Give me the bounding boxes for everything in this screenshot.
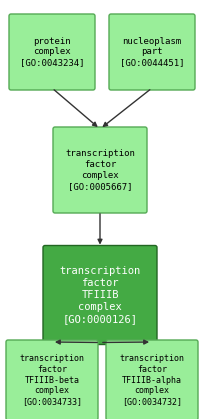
- Text: nucleoplasm
part
[GO:0044451]: nucleoplasm part [GO:0044451]: [120, 37, 184, 67]
- Text: protein
complex
[GO:0043234]: protein complex [GO:0043234]: [20, 37, 84, 67]
- Text: transcription
factor
complex
[GO:0005667]: transcription factor complex [GO:0005667…: [65, 150, 135, 191]
- Text: transcription
factor
TFIIIB-alpha
complex
[GO:0034732]: transcription factor TFIIIB-alpha comple…: [120, 354, 184, 406]
- Text: transcription
factor
TFIIIB-beta
complex
[GO:0034733]: transcription factor TFIIIB-beta complex…: [20, 354, 84, 406]
- FancyBboxPatch shape: [9, 14, 95, 90]
- FancyBboxPatch shape: [53, 127, 147, 213]
- FancyBboxPatch shape: [106, 340, 198, 419]
- FancyBboxPatch shape: [109, 14, 195, 90]
- FancyBboxPatch shape: [43, 246, 157, 344]
- Text: transcription
factor
TFIIIB
complex
[GO:0000126]: transcription factor TFIIIB complex [GO:…: [59, 266, 141, 324]
- FancyBboxPatch shape: [6, 340, 98, 419]
